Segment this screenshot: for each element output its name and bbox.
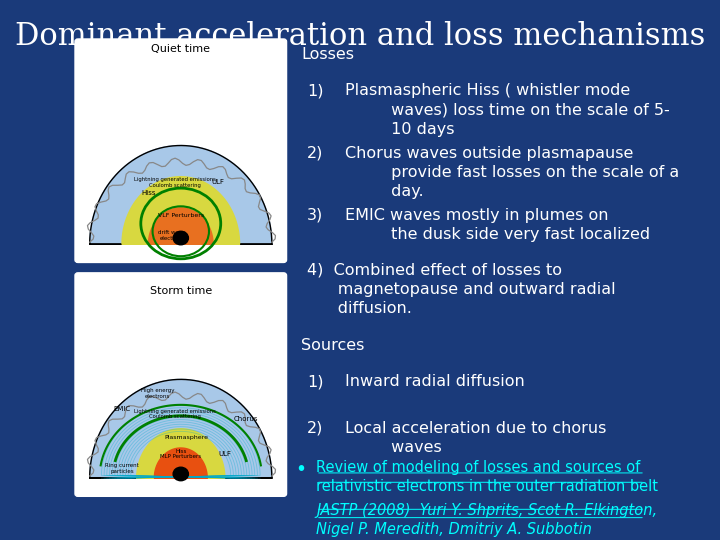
Text: Ring current
particles: Ring current particles xyxy=(105,463,139,474)
Circle shape xyxy=(173,231,189,245)
Polygon shape xyxy=(154,448,207,478)
Text: Lightning generated emissions
Coulomb scattering: Lightning generated emissions Coulomb sc… xyxy=(134,177,216,188)
Text: High energy
electrons: High energy electrons xyxy=(140,388,174,399)
Polygon shape xyxy=(137,429,225,478)
Text: ULF: ULF xyxy=(212,179,225,186)
Text: 1): 1) xyxy=(307,374,323,389)
Text: EMIC: EMIC xyxy=(114,406,130,411)
Text: Hiss: Hiss xyxy=(141,190,156,196)
Text: EMIC waves mostly in plumes on
         the dusk side very fast localized: EMIC waves mostly in plumes on the dusk … xyxy=(346,208,650,242)
Text: VLF Perturbers: VLF Perturbers xyxy=(158,213,204,218)
Polygon shape xyxy=(148,208,213,244)
Text: Local acceleration due to chorus
         waves: Local acceleration due to chorus waves xyxy=(346,421,607,455)
Text: Plasmaspheric Hiss ( whistler mode
         waves) loss time on the scale of 5-
: Plasmaspheric Hiss ( whistler mode waves… xyxy=(346,83,670,137)
Text: 4)  Combined effect of losses to
      magnetopause and outward radial
      dif: 4) Combined effect of losses to magnetop… xyxy=(307,262,616,316)
Text: Chorus waves outside plasmapause
         provide fast losses on the scale of a
: Chorus waves outside plasmapause provide… xyxy=(346,145,680,199)
Text: •: • xyxy=(295,460,307,479)
Polygon shape xyxy=(122,177,240,244)
Text: drift wave
electrons: drift wave electrons xyxy=(158,230,186,241)
Text: 3): 3) xyxy=(307,208,323,223)
Text: Chorus: Chorus xyxy=(234,416,258,422)
Text: Dominant acceleration and loss mechanisms: Dominant acceleration and loss mechanism… xyxy=(15,21,705,52)
Text: 2): 2) xyxy=(307,421,323,436)
Polygon shape xyxy=(90,145,272,244)
Text: Lightning generated emissions
Coulomb scattering: Lightning generated emissions Coulomb sc… xyxy=(134,409,216,420)
Text: Review of modeling of losses and sources of
relativistic electrons in the outer : Review of modeling of losses and sources… xyxy=(316,460,658,494)
FancyBboxPatch shape xyxy=(75,39,287,262)
Text: Quiet time: Quiet time xyxy=(151,44,210,54)
Circle shape xyxy=(173,467,189,481)
Text: Losses: Losses xyxy=(301,47,354,62)
Text: ULF: ULF xyxy=(218,451,231,457)
Text: 1): 1) xyxy=(307,83,323,98)
Text: Sources: Sources xyxy=(301,338,364,353)
Text: Plasmasphere: Plasmasphere xyxy=(165,435,209,440)
Text: 2): 2) xyxy=(307,145,323,160)
Text: Hiss
MLP Perturbers: Hiss MLP Perturbers xyxy=(161,449,202,460)
Text: Inward radial diffusion: Inward radial diffusion xyxy=(346,374,525,389)
Text: JASTP (2008)  Yuri Y. Shprits, Scot R. Elkington,
Nigel P. Meredith, Dmitriy A. : JASTP (2008) Yuri Y. Shprits, Scot R. El… xyxy=(316,503,657,537)
Polygon shape xyxy=(90,380,272,478)
Text: Storm time: Storm time xyxy=(150,286,212,296)
FancyBboxPatch shape xyxy=(75,273,287,496)
